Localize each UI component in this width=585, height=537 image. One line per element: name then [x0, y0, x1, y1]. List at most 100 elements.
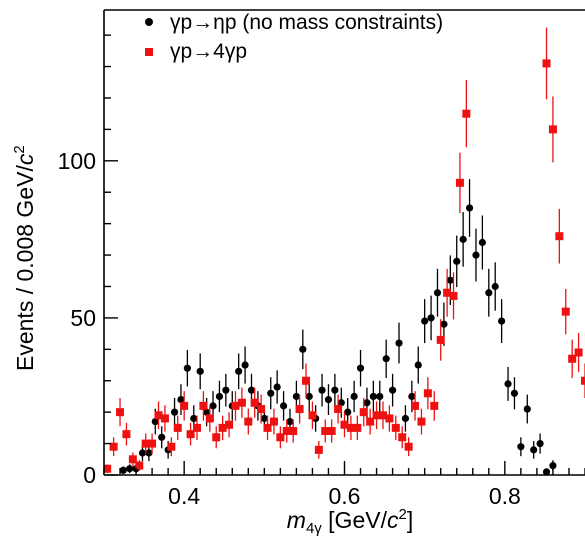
data-point — [148, 439, 157, 448]
data-point — [455, 178, 464, 187]
data-point — [203, 408, 211, 416]
data-point — [465, 204, 474, 212]
data-point — [160, 414, 169, 423]
data-point — [485, 289, 493, 297]
series-eta-p — [119, 179, 557, 475]
data-point — [180, 401, 189, 410]
data-point — [423, 389, 432, 398]
data-point — [321, 427, 330, 436]
data-point — [385, 414, 394, 423]
data-point — [366, 417, 375, 426]
data-point — [305, 392, 313, 401]
data-point — [408, 392, 416, 401]
data-point — [196, 367, 204, 375]
data-point — [225, 420, 234, 429]
data-point — [250, 398, 259, 407]
data-point — [215, 392, 224, 401]
y-axis-label-sup: 2 — [11, 145, 28, 153]
data-point — [350, 392, 358, 401]
data-point — [292, 392, 300, 401]
data-point — [356, 364, 365, 372]
data-point — [344, 408, 352, 416]
data-point — [235, 367, 243, 375]
data-point — [173, 423, 182, 432]
x-axis-label-sup: 2 — [398, 506, 406, 523]
data-point — [126, 465, 134, 473]
data-point — [523, 405, 531, 413]
data-point — [231, 401, 240, 410]
x-axis-label-unit: [GeV/ — [322, 507, 388, 533]
y-tick-label: 0 — [83, 462, 96, 488]
data-point — [391, 423, 400, 432]
data-point — [427, 314, 435, 322]
data-point — [177, 395, 185, 404]
data-point — [269, 417, 278, 426]
data-point — [536, 439, 544, 448]
data-point — [430, 401, 439, 410]
data-point — [151, 417, 159, 426]
data-point — [378, 411, 387, 420]
data-point — [449, 291, 458, 300]
legend-marker-circle — [145, 18, 153, 26]
data-point — [263, 423, 272, 432]
data-point — [346, 423, 355, 432]
data-point — [417, 417, 426, 426]
data-point — [561, 307, 570, 316]
data-point — [279, 402, 288, 410]
legend-label-4gamma: γp→4γp — [170, 40, 247, 63]
data-point — [244, 417, 253, 426]
data-point — [443, 288, 452, 297]
y-tick-label: 100 — [58, 148, 96, 174]
data-point — [510, 389, 519, 397]
data-point — [440, 320, 448, 328]
x-tick-label: 0.8 — [489, 483, 521, 509]
data-point — [414, 361, 422, 369]
series-four-gamma-p — [104, 27, 585, 474]
data-point — [237, 398, 246, 407]
x-axis-label-suffix: ] — [407, 507, 413, 533]
data-point — [446, 276, 454, 284]
data-point — [267, 389, 275, 397]
data-point — [170, 408, 179, 416]
data-point — [498, 317, 506, 325]
data-point — [459, 235, 467, 243]
data-point — [453, 257, 461, 265]
data-point — [141, 439, 150, 448]
data-point — [568, 354, 577, 363]
data-point — [257, 405, 266, 414]
data-point — [353, 423, 362, 432]
y-tick-label: 50 — [70, 305, 96, 331]
data-point — [581, 376, 585, 385]
x-tick-label: 0.6 — [329, 483, 361, 509]
data-point — [186, 430, 195, 439]
legend-marker-square — [145, 48, 153, 56]
data-point — [128, 455, 137, 464]
data-point — [555, 232, 564, 241]
x-axis-label-var: m — [287, 507, 306, 533]
data-point — [517, 443, 525, 451]
data-point — [401, 414, 410, 423]
data-point — [295, 405, 304, 414]
data-series-layer — [104, 27, 585, 475]
data-point — [122, 430, 131, 439]
data-point — [363, 399, 371, 407]
y-ticks: 0 50 100 — [58, 34, 118, 488]
data-point — [337, 399, 345, 407]
data-point — [138, 449, 147, 457]
data-point — [389, 386, 397, 394]
data-point — [222, 386, 230, 394]
data-point — [318, 386, 326, 394]
data-point — [282, 427, 291, 436]
data-point — [205, 414, 214, 423]
y-axis-label-c: c — [12, 153, 38, 165]
data-point — [154, 411, 163, 420]
data-point — [190, 414, 198, 423]
data-point — [308, 411, 317, 420]
data-point — [340, 420, 349, 429]
data-point — [369, 392, 377, 401]
data-point — [199, 401, 208, 410]
data-point — [104, 464, 112, 473]
data-point — [302, 376, 311, 385]
data-point — [504, 380, 512, 388]
